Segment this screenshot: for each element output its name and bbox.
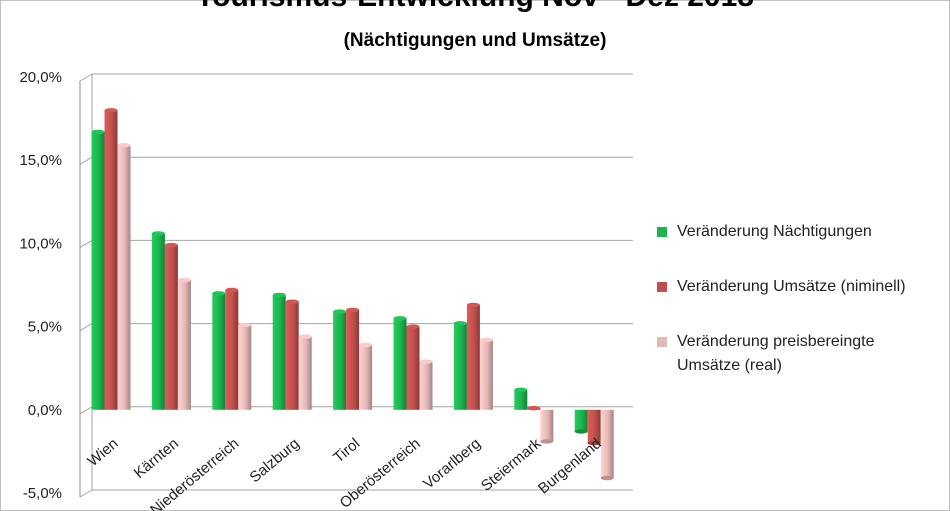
legend-label-umsaetze-nominell: Veränderung Umsätze (niminell) <box>677 278 906 295</box>
y-tick-label: -5,0% <box>23 485 62 502</box>
bar-cap <box>479 337 493 343</box>
grid-diag <box>79 406 93 415</box>
legend-item-umsaetze-real: Veränderung preisbereingte Umsätze (real… <box>655 330 932 378</box>
bar <box>164 245 178 410</box>
y-tick-label: 15,0% <box>19 152 62 169</box>
bar <box>104 110 118 410</box>
bar <box>298 336 312 410</box>
bar <box>346 309 360 410</box>
bar-cap <box>225 287 239 293</box>
bar <box>453 323 467 410</box>
y-tick-label: 20,0% <box>19 69 62 86</box>
legend-label-umsaetze-real: Veränderung preisbereingte Umsätze (real… <box>677 333 875 374</box>
bar-cap <box>285 299 299 304</box>
bar-cap <box>587 440 601 446</box>
bar <box>238 324 252 410</box>
bar-cap <box>419 359 433 364</box>
bar-cap <box>91 129 105 135</box>
chart-title: Tourismus-Entwicklung Nov - Dez 2018 <box>0 0 950 14</box>
bar <box>419 361 433 410</box>
bar <box>540 409 554 442</box>
bar <box>91 131 105 410</box>
bar-cap <box>104 108 118 113</box>
bar <box>574 409 588 432</box>
bar-cap <box>272 292 286 298</box>
bar <box>272 294 286 410</box>
bar <box>117 145 131 410</box>
legend-item-naechtigungen: Veränderung Nächtigungen <box>655 220 950 244</box>
x-tick-label: Tirol <box>330 435 363 466</box>
chart-subtitle: (Nächtigungen und Umsätze) <box>343 30 607 51</box>
bar <box>600 409 614 479</box>
bar <box>587 409 601 444</box>
bar-cap <box>151 231 165 236</box>
x-tick-label: Vorarlberg <box>420 435 484 493</box>
bar <box>406 326 420 410</box>
grid-diag <box>79 239 93 248</box>
grid-diag <box>79 489 93 498</box>
legend-item-umsaetze-nominell: Veränderung Umsätze (niminell) <box>655 275 950 299</box>
bar-cap <box>453 321 467 326</box>
x-tick-label: Steiermark <box>478 435 545 495</box>
bar-cap <box>393 316 407 321</box>
bar <box>212 293 226 410</box>
bar-cap <box>406 324 420 329</box>
bar-cap <box>600 475 614 481</box>
y-tick-label: 5,0% <box>28 319 62 336</box>
grid-diag <box>79 323 93 332</box>
bar <box>466 304 480 410</box>
bar-cap <box>164 242 178 248</box>
x-tick-label: Burgenland <box>535 435 605 497</box>
bar-cap <box>574 429 588 434</box>
bar-cap <box>540 439 554 444</box>
bar-cap <box>514 387 528 393</box>
bar <box>359 344 373 410</box>
bar-cap <box>238 322 252 328</box>
legend-swatch-naechtigungen <box>657 227 667 237</box>
bar <box>333 311 347 410</box>
bar <box>285 301 299 410</box>
bar <box>393 318 407 410</box>
bar <box>177 280 191 410</box>
bar <box>225 289 239 410</box>
x-tick-label: Wien <box>84 435 121 470</box>
bar-cap <box>333 309 347 314</box>
legend-swatch-umsaetze-real <box>657 337 667 347</box>
grid-diag <box>79 73 93 82</box>
legend-label-naechtigungen: Veränderung Nächtigungen <box>677 223 872 240</box>
y-tick-label: 0,0% <box>28 402 62 419</box>
bar-cap <box>117 143 131 148</box>
x-tick-label: Kärnten <box>131 435 182 482</box>
bar-cap <box>527 405 541 411</box>
bar <box>479 339 493 410</box>
bar-cap <box>466 302 480 308</box>
legend: Veränderung Nächtigungen Veränderung Ums… <box>655 220 950 378</box>
bar-cap <box>177 277 191 283</box>
bar-cap <box>298 334 312 339</box>
x-tick-label: Salzburg <box>246 435 302 486</box>
bar <box>514 389 528 410</box>
y-tick-label: 10,0% <box>19 235 62 252</box>
grid-diag <box>79 156 93 165</box>
bar-cap <box>359 342 373 348</box>
bar-cap <box>212 291 226 296</box>
bar-cap <box>346 307 360 313</box>
bar <box>151 233 165 410</box>
legend-swatch-umsaetze-nominell <box>657 282 667 292</box>
